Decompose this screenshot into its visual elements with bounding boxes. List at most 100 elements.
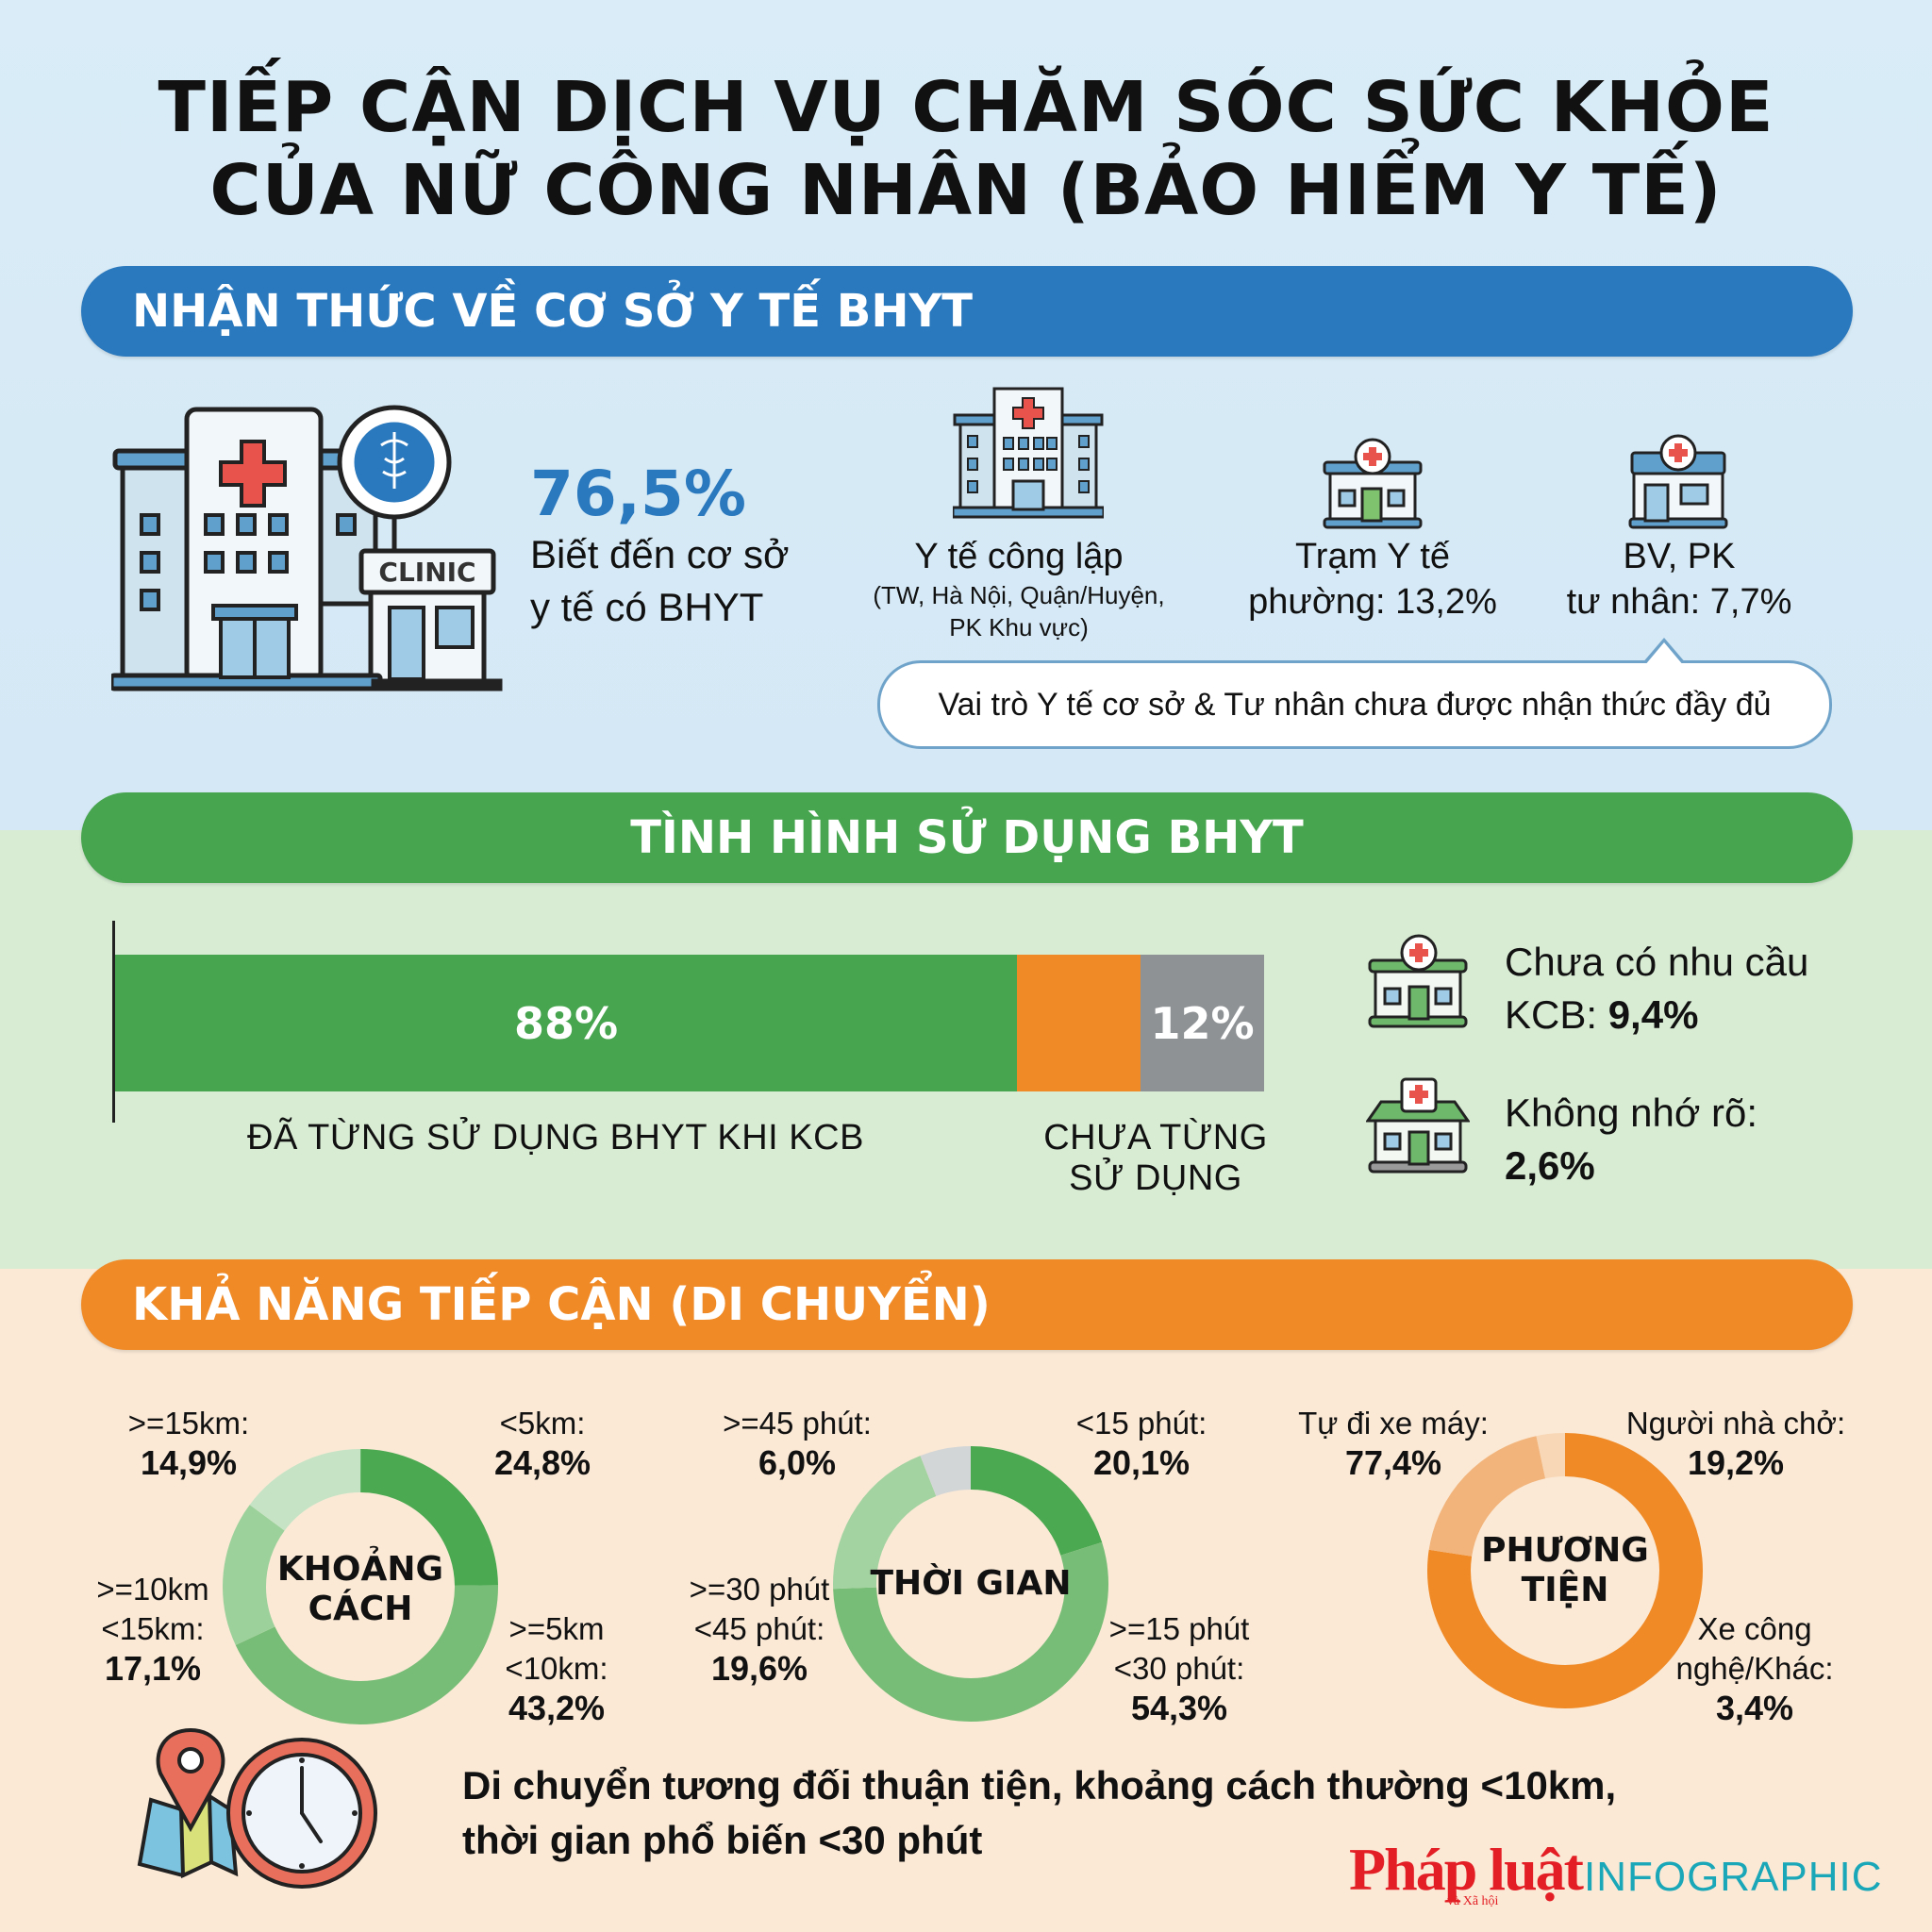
label-value: 6,0%: [758, 1443, 837, 1482]
label-text: >=30 phút: [689, 1572, 830, 1607]
label-text-2: <45 phút:: [693, 1611, 825, 1646]
label-text: >=45 phút:: [723, 1406, 872, 1441]
label-text: Xe công: [1697, 1611, 1812, 1646]
label-text: <15 phút:: [1075, 1406, 1208, 1441]
callout-tail-inner: [1644, 642, 1684, 666]
section-header-access: KHẢ NĂNG TIẾP CẬN (DI CHUYỂN): [81, 1259, 1853, 1350]
bar-segment-unsure: 12%: [1141, 955, 1264, 1091]
ward-station-value: phường: 13,2%: [1248, 582, 1497, 622]
public-hospital-icon: [953, 387, 1104, 519]
label-value: 24,8%: [493, 1443, 591, 1482]
no-need-line-1: Chưa có nhu cầu: [1505, 940, 1809, 984]
public-health-sub-1: (TW, Hà Nội, Quận/Huyện,: [873, 581, 1165, 609]
label-text-2: nghệ/Khác:: [1675, 1651, 1834, 1686]
label-text: >=10km: [96, 1572, 209, 1607]
awareness-desc-line-2: y tế có BHYT: [530, 585, 764, 629]
distance-center-2: CÁCH: [308, 1590, 413, 1628]
no-need-value: 9,4%: [1607, 992, 1699, 1037]
awareness-percent: 76,5%: [530, 458, 746, 530]
label-value: 3,4%: [1715, 1689, 1794, 1727]
brand-logo: Pháp luật INFOGRAPHIC và Xã hội: [1349, 1836, 1883, 1909]
no-need-item: Chưa có nhu cầu KCB: 9,4%: [1505, 936, 1808, 1041]
transport-center-2: TIỆN: [1521, 1571, 1609, 1609]
label-text: >=15 phút: [1108, 1611, 1250, 1646]
unsure-item: Không nhớ rõ: 2,6%: [1505, 1087, 1757, 1192]
time-donut-center: THỜI GIAN: [858, 1523, 1084, 1645]
bar-label-unused-2: SỬ DỤNG: [1069, 1158, 1242, 1198]
summary-text: Di chuyển tương đối thuận tiện, khoảng c…: [462, 1758, 1616, 1868]
section-header-awareness: NHẬN THỨC VỀ CƠ SỞ Y TẾ BHYT: [81, 266, 1853, 357]
callout-text: Vai trò Y tế cơ sở & Tư nhân chưa được n…: [938, 686, 1772, 723]
bar-unused-value: 12%: [1150, 997, 1255, 1049]
distance-center-1: KHOẢNG: [276, 1550, 444, 1589]
callout-bubble: Vai trò Y tế cơ sở & Tư nhân chưa được n…: [877, 660, 1832, 749]
bar-label-unused: CHƯA TỪNG SỬ DỤNG: [1038, 1118, 1274, 1199]
bar-label-unused-1: CHƯA TỪNG: [1043, 1118, 1268, 1158]
distance-donut: [223, 1449, 498, 1724]
section-header-label: TÌNH HÌNH SỬ DỤNG BHYT: [630, 811, 1304, 864]
private-clinic-title: BV, PK: [1623, 537, 1736, 576]
ward-station-item: Trạm Y tế phường: 13,2%: [1217, 534, 1528, 625]
private-clinic-value: tư nhân: 7,7%: [1566, 582, 1792, 622]
label-text: >=15km:: [127, 1406, 250, 1441]
distance-label-15plus: >=15km: 14,9%: [94, 1404, 283, 1483]
logo-main-text: Pháp luật: [1349, 1836, 1584, 1903]
public-health-item: Y tế công lập (TW, Hà Nội, Quận/Huyện, P…: [830, 534, 1208, 643]
awareness-desc-line-1: Biết đến cơ sở: [530, 532, 790, 576]
private-clinic-icon: [1628, 434, 1728, 529]
unsure-clinic-icon: [1366, 1077, 1470, 1174]
map-clock-icon: [137, 1727, 377, 1889]
ward-health-station-icon: [1323, 438, 1423, 529]
private-clinic-item: BV, PK tư nhân: 7,7%: [1538, 534, 1821, 625]
title-line-1: TIẾP CẬN DỊCH VỤ CHĂM SÓC SỨC KHỎE: [158, 67, 1774, 148]
logo-sub-text: và Xã hội: [1447, 1894, 1499, 1908]
page-title: TIẾP CẬN DỊCH VỤ CHĂM SÓC SỨC KHỎE CỦA N…: [0, 66, 1932, 232]
distance-label-5to10: >=5km <10km: 43,2%: [491, 1609, 623, 1728]
no-need-clinic-icon: [1368, 934, 1468, 1028]
ward-station-title: Trạm Y tế: [1294, 537, 1451, 576]
bar-axis: [112, 921, 115, 1123]
label-value: 14,9%: [140, 1443, 238, 1482]
awareness-desc: Biết đến cơ sở y tế có BHYT: [530, 528, 790, 634]
transport-label-motorbike: Tự đi xe máy: 77,4%: [1285, 1404, 1502, 1483]
section-header-label: NHẬN THỨC VỀ CƠ SỞ Y TẾ BHYT: [132, 285, 974, 338]
label-text: Tự đi xe máy:: [1298, 1406, 1489, 1441]
transport-center-1: PHƯƠNG: [1481, 1531, 1649, 1570]
label-text-2: <30 phút:: [1113, 1651, 1245, 1686]
bar-used-value: 88%: [513, 997, 619, 1049]
hospital-clinic-icon: CLINIC: [111, 405, 503, 691]
transport-donut-center: PHƯƠNG TIỆN: [1452, 1509, 1678, 1632]
time-donut: [833, 1446, 1108, 1722]
label-value: 77,4%: [1344, 1443, 1442, 1482]
summary-line-1: Di chuyển tương đối thuận tiện, khoảng c…: [462, 1763, 1617, 1807]
unsure-value: 2,6%: [1505, 1143, 1595, 1188]
distance-label-under5: <5km: 24,8%: [462, 1404, 623, 1483]
label-value: 43,2%: [508, 1689, 606, 1727]
section-header-usage: TÌNH HÌNH SỬ DỤNG BHYT: [81, 792, 1853, 883]
label-value: 17,1%: [104, 1649, 202, 1688]
label-text-2: <15km:: [101, 1611, 205, 1646]
public-health-title: Y tế công lập: [914, 537, 1124, 576]
label-text-2: <10km:: [505, 1651, 608, 1686]
transport-label-family: Người nhà chở: 19,2%: [1613, 1404, 1858, 1483]
svg-text:CLINIC: CLINIC: [378, 557, 475, 588]
label-text: Người nhà chở:: [1625, 1406, 1846, 1441]
summary-line-2: thời gian phổ biến <30 phút: [462, 1818, 983, 1862]
unsure-line-1: Không nhớ rõ:: [1505, 1091, 1758, 1135]
label-text: <5km:: [499, 1406, 586, 1441]
bar-segment-used: 88%: [115, 955, 1017, 1091]
no-need-prefix: KCB:: [1505, 992, 1608, 1037]
time-label-30to45: >=30 phút <45 phút: 19,6%: [665, 1570, 854, 1689]
public-health-sub-2: PK Khu vực): [949, 613, 1089, 641]
no-need-line-2: KCB: 9,4%: [1505, 989, 1808, 1041]
bar-segment-no-need: [1017, 955, 1141, 1091]
label-value: 19,2%: [1687, 1443, 1785, 1482]
time-label-45plus: >=45 phút: 6,0%: [703, 1404, 891, 1483]
transport-donut: [1427, 1433, 1703, 1708]
label-value: 54,3%: [1130, 1689, 1228, 1727]
bar-label-used: ĐÃ TỪNG SỬ DỤNG BHYT KHI KCB: [247, 1118, 864, 1158]
label-value: 20,1%: [1092, 1443, 1191, 1482]
transport-label-tech: Xe công nghệ/Khác: 3,4%: [1660, 1609, 1849, 1728]
distance-label-10to15: >=10km <15km: 17,1%: [87, 1570, 219, 1689]
distance-donut-center: KHOẢNG CÁCH: [247, 1528, 474, 1651]
